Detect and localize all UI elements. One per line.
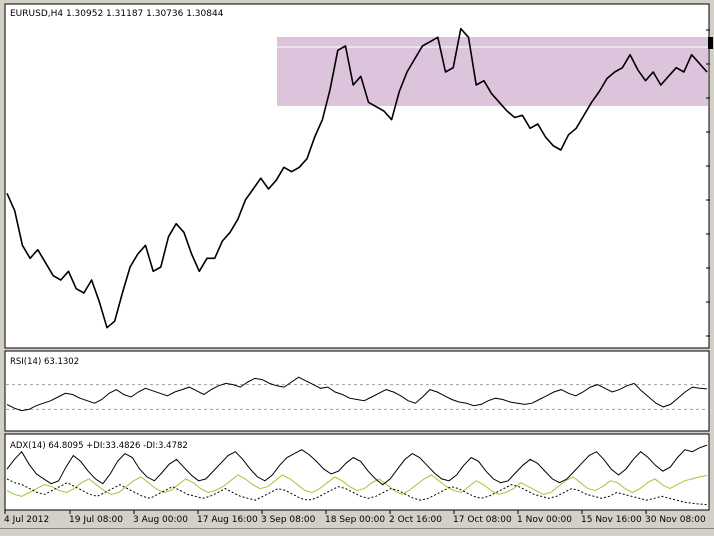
- time-tick-label: 15 Nov 16:00: [581, 515, 642, 525]
- time-tick-label: 1 Nov 00:00: [517, 515, 572, 525]
- price-axis-ticks: [706, 29, 710, 337]
- symbol-tab-strip[interactable]: [0, 528, 714, 536]
- time-tick-label: 17 Aug 16:00: [197, 515, 258, 525]
- time-tick-label: 18 Sep 00:00: [325, 515, 385, 525]
- adx-panel-frame: [4, 433, 710, 511]
- rsi-panel-frame: [4, 350, 710, 432]
- time-axis: 4 Jul 2012 19 Jul 08:00 3 Aug 00:00 17 Aug …: [4, 510, 706, 525]
- time-tick-label: 3 Sep 08:00: [261, 515, 316, 525]
- time-tick-label: 30 Nov 08:00: [645, 515, 706, 525]
- minus-di-line: [6, 478, 708, 506]
- time-tick-label: 3 Aug 00:00: [133, 515, 188, 525]
- plus-di-line: [6, 474, 708, 497]
- time-tick-label: 19 Jul 08:00: [69, 515, 123, 525]
- time-tick-label: 17 Oct 08:00: [453, 515, 512, 525]
- chart-title: EURUSD,H4 1.30952 1.31187 1.30736 1.3084…: [10, 9, 224, 19]
- time-tick-label: 4 Jul 2012: [4, 515, 49, 525]
- rsi-line: [6, 376, 708, 412]
- price-panel: EURUSD,H4 1.30952 1.31187 1.30736 1.3084…: [4, 3, 713, 349]
- price-line: [6, 27, 708, 329]
- rsi-label: RSI(14) 63.1302: [10, 357, 79, 367]
- adx-panel: ADX(14) 64.8095 +DI:33.4826 -DI:3.4782: [4, 433, 710, 511]
- time-tick-label: 2 Oct 16:00: [389, 515, 442, 525]
- rsi-panel: RSI(14) 63.1302: [4, 350, 710, 432]
- adx-line: [6, 444, 708, 486]
- current-price-marker: [708, 37, 713, 49]
- adx-label: ADX(14) 64.8095 +DI:33.4826 -DI:3.4782: [10, 441, 188, 451]
